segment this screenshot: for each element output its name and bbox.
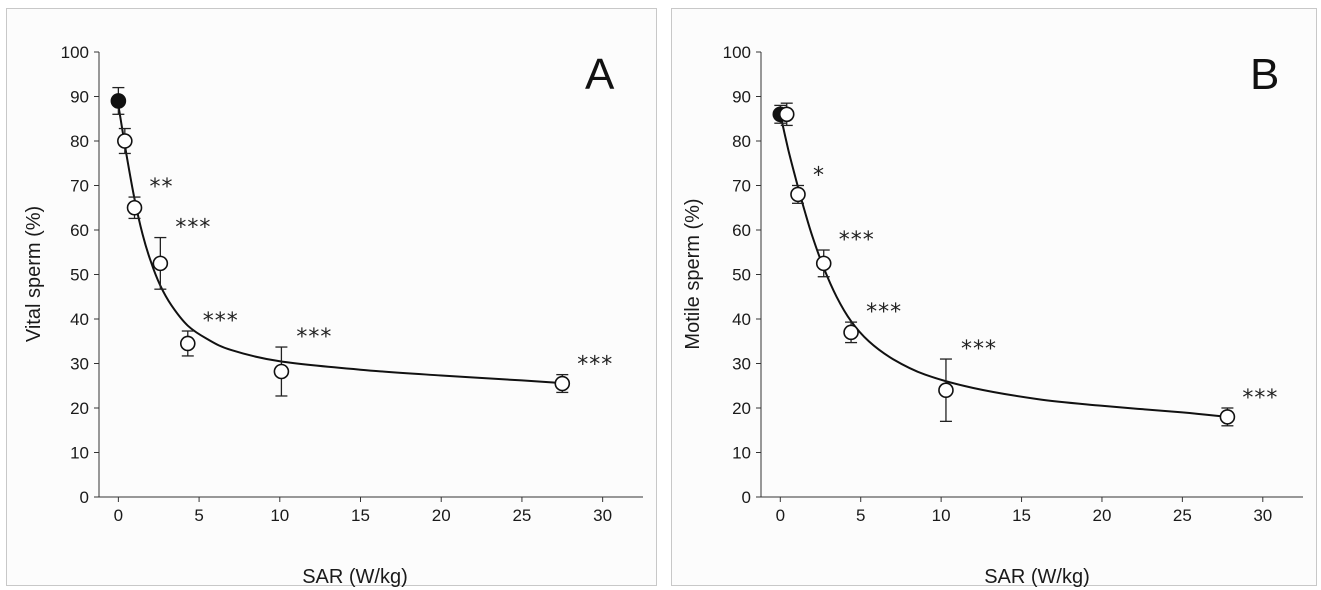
chart-a-y-tick-label: 90: [70, 88, 89, 107]
chart-b-x-tick-label: 20: [1093, 506, 1112, 525]
chart-b-significance-label: ***: [961, 337, 997, 362]
chart-a-x-tick-label: 5: [194, 506, 203, 525]
chart-b-data-point: [778, 106, 795, 123]
chart-b-x-tick-label: 25: [1173, 506, 1192, 525]
chart-b-x-tick-label: 0: [776, 506, 785, 525]
chart-a-significance-label: **: [150, 175, 174, 200]
x-axis-label-b: SAR (W/kg): [984, 566, 1090, 587]
chart-b-significance-label: ***: [1242, 386, 1278, 411]
chart-a-x-tick-label: 0: [114, 506, 123, 525]
chart-b-data-point: [790, 186, 806, 203]
chart-b-y-tick-label: 30: [732, 355, 751, 374]
chart-panel-b: B SAR (W/kg) Motile sperm (%) 0 10 20 30 40 5…: [671, 8, 1317, 587]
chart-a-control-point: [110, 93, 127, 109]
chart-b-significance-label: *: [813, 164, 825, 189]
chart-a-y-tick-label: 100: [61, 43, 89, 62]
chart-a-y-tick-label: 30: [70, 355, 89, 374]
chart-b-y-tick-label: 10: [732, 444, 751, 463]
panel-letter-b: B: [1250, 50, 1279, 99]
chart-b-y-tick-label: 60: [732, 221, 751, 240]
chart-b-y-tick-label: 50: [732, 266, 751, 285]
chart-a-y-tick-label: 50: [70, 266, 89, 285]
chart-a-x-tick-label: 20: [432, 506, 451, 525]
chart-a-data-point: [126, 199, 143, 216]
chart-b-y-tick-label: 20: [732, 399, 751, 418]
chart-a-x-tick-label: 25: [512, 506, 531, 525]
chart-a-significance-label: ***: [577, 353, 613, 378]
chart-b-fit-curve: [779, 114, 1228, 418]
chart-a-y-tick-label: 70: [70, 177, 89, 196]
chart-b-data-point: [1219, 409, 1236, 425]
y-axis-label-b: Motile sperm (%): [682, 198, 704, 349]
y-axis-label-a: Vital sperm (%): [23, 206, 45, 342]
chart-a-data-point: [273, 363, 290, 380]
chart-b-x-tick-label: 10: [932, 506, 951, 525]
chart-a-data-point: [152, 255, 169, 272]
chart-a-x-tick-label: 30: [593, 506, 612, 525]
chart-a-significance-label: ***: [203, 309, 239, 334]
chart-a-y-tick-label: 0: [80, 488, 89, 507]
chart-b-significance-label: ***: [839, 228, 875, 253]
panel-letter-a: A: [585, 50, 615, 99]
chart-a-y-tick-label: 20: [70, 399, 89, 418]
chart-a-data-point: [117, 133, 133, 149]
chart-b-svg: B SAR (W/kg) Motile sperm (%) 0 10 20 30 40 5…: [682, 43, 1303, 587]
chart-a-y-tick-label: 10: [70, 444, 89, 463]
chart-b-x-tick-label: 30: [1253, 506, 1272, 525]
chart-b-x-tick-label: 5: [856, 506, 865, 525]
chart-a-svg: A SAR (W/kg) Vital sperm (%) 01020304050…: [23, 43, 643, 587]
chart-a-x-tick-label: 10: [270, 506, 289, 525]
chart-b-data-point: [815, 255, 832, 272]
chart-a-x-tick-label: 15: [351, 506, 370, 525]
chart-b-data-point: [938, 382, 954, 399]
chart-a-y-tick-label: 80: [70, 132, 89, 151]
chart-b-y-tick-label: 90: [732, 88, 751, 107]
chart-a-data-point: [179, 335, 196, 352]
chart-a-y-tick-label: 40: [70, 310, 89, 329]
chart-panel-a: A SAR (W/kg) Vital sperm (%) 0 10 20 30 40 50…: [6, 8, 657, 587]
chart-b-y-tick-label: 0: [742, 488, 751, 507]
x-axis-label-a: SAR (W/kg): [302, 566, 408, 587]
chart-a-significance-label: ***: [296, 325, 332, 350]
chart-a-significance-label: ***: [175, 216, 211, 241]
chart-b-x-tick-label: 15: [1012, 506, 1031, 525]
chart-b-data-point: [843, 324, 859, 341]
chart-b-significance-label: ***: [866, 300, 902, 325]
chart-b-y-tick-label: 70: [732, 177, 751, 196]
chart-b-y-tick-label: 100: [723, 43, 751, 62]
chart-a-y-tick-label: 60: [70, 221, 89, 240]
chart-a-data-point: [554, 375, 571, 392]
chart-b-y-tick-label: 40: [732, 310, 751, 329]
chart-b-y-tick-label: 80: [732, 132, 751, 151]
